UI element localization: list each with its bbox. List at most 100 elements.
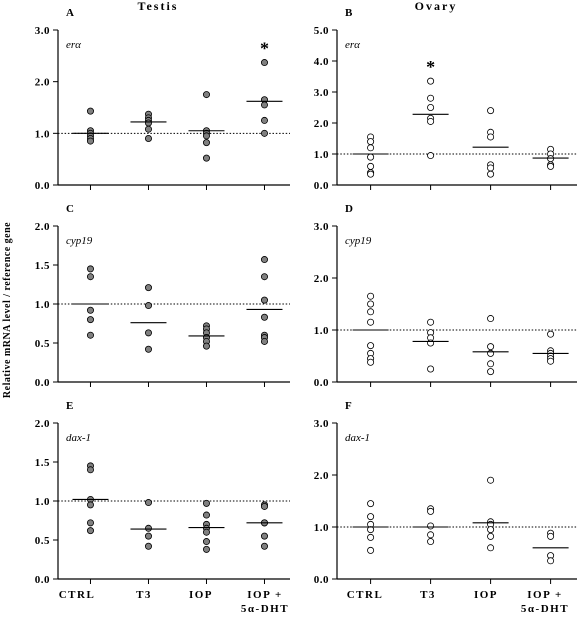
- panel-e-data-point: [260, 502, 268, 510]
- panel-e-data-point: [202, 538, 210, 546]
- panel-a-ytick-label: 0.0: [35, 180, 50, 192]
- panel-c-data-point: [144, 302, 152, 310]
- column-title-ovary: Ovary: [415, 0, 458, 13]
- panel-f-data-point: [367, 533, 375, 541]
- panel-e-data-point: [86, 466, 94, 474]
- panel-d-data-point: [427, 339, 435, 347]
- panel-d-data-point: [487, 315, 495, 323]
- panel-d-data-point: [487, 349, 495, 357]
- panel-e-ytick-label: 0.5: [35, 535, 50, 547]
- panel-c-data-point: [260, 337, 268, 345]
- panel-e-data-point: [144, 532, 152, 540]
- panel-d-data-point: [547, 330, 555, 338]
- panel-c-data-point: [144, 329, 152, 337]
- panel-c-data-point: [202, 342, 210, 350]
- panel-b-ytick-label: 5.0: [314, 25, 329, 37]
- panel-e-ytick-label: 1.0: [35, 496, 50, 508]
- panel-f-ytick-label: 2.0: [314, 470, 329, 482]
- panel-c-ytick-label: 2.0: [35, 221, 50, 233]
- panel-b-data-point: [487, 164, 495, 172]
- panel-d-data-point: [427, 365, 435, 373]
- panel-b-data-point: [487, 133, 495, 141]
- category-label-ctrl-right: CTRL: [347, 589, 384, 601]
- panel-d-ytick-label: 1.0: [314, 325, 329, 337]
- panel-b-data-point: [367, 153, 375, 161]
- panel-c-data-point: [260, 296, 268, 304]
- category-label-iop-right: IOP: [474, 589, 498, 601]
- panel-b-data-point: [367, 162, 375, 170]
- panel-e-data-point: [260, 542, 268, 550]
- panel-a-data-point: [260, 129, 268, 137]
- panel-b-data-point: [547, 162, 555, 170]
- panel-a-label: A: [66, 7, 74, 19]
- category-label-dht-left: 5α-DHT: [241, 603, 289, 615]
- panel-b-data-point: [427, 117, 435, 125]
- panel-c-data-point: [86, 316, 94, 324]
- panel-f-data-point: [487, 544, 495, 552]
- panel-f-data-point: [367, 500, 375, 508]
- panel-b-gene-label: erα: [345, 39, 360, 51]
- panel-f-gene-label: dax-1: [345, 432, 370, 444]
- panel-c-ytick-label: 1.5: [35, 260, 50, 272]
- panel-a-data-point: [202, 154, 210, 162]
- panel-e-data-point: [144, 499, 152, 507]
- panel-e-data-point: [86, 519, 94, 527]
- panel-d-ytick-label: 0.0: [314, 377, 329, 389]
- panel-b-data-point: [427, 104, 435, 112]
- panel-a-gene-label: erα: [66, 39, 81, 51]
- panel-b-ytick-label: 3.0: [314, 87, 329, 99]
- panel-c-gene-label: cyp19: [66, 235, 93, 247]
- panel-f-data-point: [487, 532, 495, 540]
- panel-f-ytick-label: 3.0: [314, 418, 329, 430]
- panel-b-data-point: [427, 94, 435, 102]
- panel-e-gene-label: dax-1: [66, 432, 91, 444]
- panel-a-data-point: [86, 107, 94, 115]
- panel-c-ytick-label: 1.0: [35, 299, 50, 311]
- panel-e-data-point: [202, 511, 210, 519]
- panel-b-ytick-label: 4.0: [314, 56, 329, 68]
- panel-a-ytick-label: 2.0: [35, 77, 50, 89]
- panel-c-ytick-label: 0.5: [35, 338, 50, 350]
- panel-a-data-point: [260, 101, 268, 109]
- panel-f-ytick-label: 0.0: [314, 574, 329, 586]
- panel-a-data-point: [144, 119, 152, 127]
- panel-d-data-point: [367, 292, 375, 300]
- panel-e-data-point: [202, 499, 210, 507]
- panel-e-data-point: [86, 527, 94, 535]
- panel-f-data-point: [427, 522, 435, 530]
- panel-b-data-point: [427, 152, 435, 160]
- panel-c-data-point: [260, 273, 268, 281]
- panel-d-data-point: [367, 308, 375, 316]
- panel-c-label: C: [66, 203, 74, 215]
- panel-f-data-point: [367, 546, 375, 554]
- panel-b-ytick-label: 1.0: [314, 149, 329, 161]
- panel-a-data-point: [144, 134, 152, 142]
- panel-f-data-point: [427, 538, 435, 546]
- panel-f-data-point: [427, 507, 435, 515]
- category-label-t3-left: T3: [136, 589, 152, 601]
- panel-b-significance-marker: *: [426, 57, 435, 77]
- panel-b-data-point: [367, 138, 375, 146]
- panel-c-data-point: [144, 284, 152, 292]
- panel-b-label: B: [345, 7, 353, 19]
- panel-e-data-point: [202, 528, 210, 536]
- panel-a-significance-marker: *: [260, 39, 269, 59]
- panel-d-data-point: [427, 318, 435, 326]
- panel-a-ytick-label: 3.0: [35, 25, 50, 37]
- panel-e-ytick-label: 1.5: [35, 457, 50, 469]
- category-label-t3-right: T3: [420, 589, 436, 601]
- panel-e-data-point: [202, 545, 210, 553]
- category-label-iop-plus-right: IOP +: [527, 589, 562, 601]
- panel-b-ytick-label: 2.0: [314, 118, 329, 130]
- panel-c-ytick-label: 0.0: [35, 377, 50, 389]
- panel-a-data-point: [260, 59, 268, 67]
- panel-d-ytick-label: 3.0: [314, 221, 329, 233]
- panel-c-data-point: [86, 273, 94, 281]
- panel-f-data-point: [547, 557, 555, 565]
- panel-a-data-point: [144, 125, 152, 133]
- category-label-ctrl-left: CTRL: [59, 589, 96, 601]
- panel-d-data-point: [487, 343, 495, 351]
- panel-d-data-point: [547, 357, 555, 365]
- panel-d-data-point: [367, 300, 375, 308]
- panel-c-data-point: [86, 331, 94, 339]
